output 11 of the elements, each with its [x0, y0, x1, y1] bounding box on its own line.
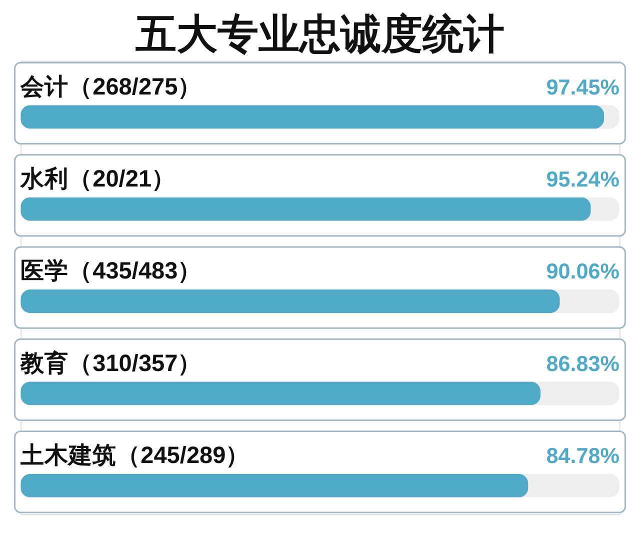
chart-title: 五大专业忠诚度统计: [134, 11, 504, 58]
data-label: 95.24%: [546, 166, 620, 192]
data-label: 97.45%: [546, 74, 620, 100]
data-label: 90.06%: [546, 258, 620, 284]
y-tick-label: 土木建筑（245/289）: [20, 442, 250, 468]
y-tick-label: 医学（435/483）: [20, 258, 202, 284]
data-label: 84.78%: [546, 443, 620, 468]
y-tick-label: 教育（310/357）: [20, 348, 202, 376]
data-label: 86.83%: [546, 350, 620, 376]
y-tick-label: 会计（268/275）: [20, 73, 202, 100]
y-tick-label: 水利（20/21）: [20, 166, 176, 192]
